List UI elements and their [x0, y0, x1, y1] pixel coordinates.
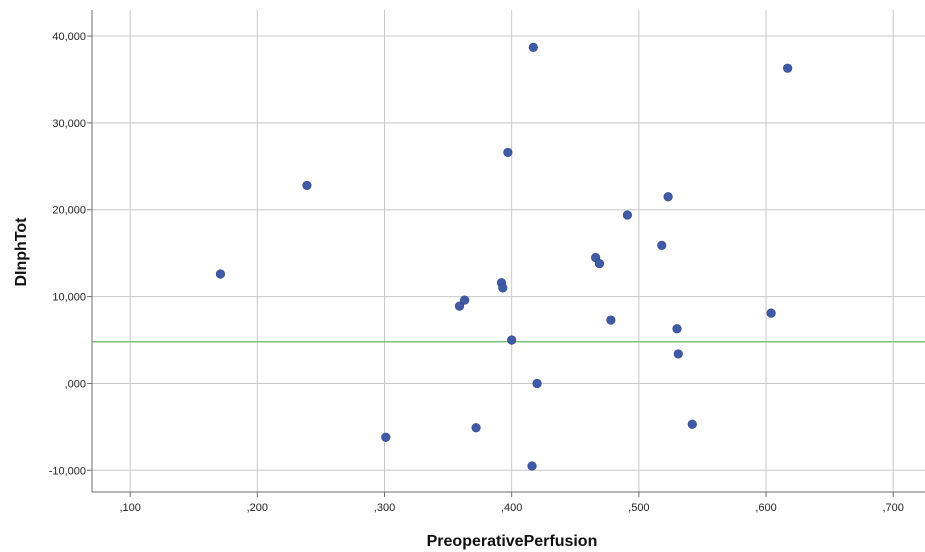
x-tick-label: ,100: [119, 502, 140, 514]
x-tick-label: ,500: [628, 502, 649, 514]
x-tick-label: ,400: [501, 502, 522, 514]
data-point: [381, 432, 391, 442]
data-point: [460, 295, 470, 305]
tick-labels-layer: ,100 ,200 ,300 ,400 ,500 ,600 ,700 -10,000 ,000 1…: [49, 31, 904, 514]
axes-layer: [87, 10, 925, 497]
data-point: [498, 283, 508, 293]
data-point: [528, 42, 538, 52]
data-point: [766, 308, 776, 318]
data-point: [471, 423, 481, 433]
x-axis-title: PreoperativePerfusion: [427, 533, 598, 550]
y-tick-label: 30,000: [52, 118, 86, 130]
y-tick-label: 10,000: [52, 292, 86, 304]
data-point: [302, 180, 312, 191]
data-point: [672, 324, 682, 334]
y-tick-label: 20,000: [52, 205, 86, 217]
x-tick-label: ,200: [247, 502, 268, 514]
x-tick-label: ,600: [755, 502, 776, 514]
data-point: [503, 147, 513, 158]
data-point: [673, 349, 683, 359]
y-tick-label: 40,000: [52, 31, 86, 43]
points-layer: [215, 42, 793, 471]
data-point: [594, 258, 605, 269]
data-point: [454, 301, 465, 311]
x-tick-label: ,700: [882, 502, 903, 514]
data-point: [622, 210, 633, 220]
data-point: [532, 378, 542, 389]
data-point: [663, 192, 673, 202]
y-tick-label: -10,000: [49, 465, 86, 477]
x-tick-label: ,300: [374, 502, 395, 514]
data-point: [507, 335, 517, 345]
data-point: [657, 240, 667, 250]
y-tick-label: ,000: [65, 378, 86, 390]
data-point: [783, 63, 793, 73]
y-axis-title: DInphTot: [13, 217, 30, 287]
data-point: [527, 461, 537, 471]
data-point: [687, 419, 697, 429]
data-point: [215, 269, 226, 279]
grid-layer: [92, 10, 925, 492]
data-point: [606, 315, 616, 325]
